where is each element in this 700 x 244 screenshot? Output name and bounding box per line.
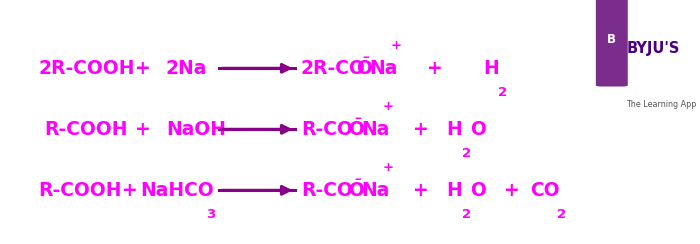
Text: B: B bbox=[608, 32, 616, 46]
Text: BYJU'S: BYJU'S bbox=[626, 41, 680, 56]
Text: +: + bbox=[382, 161, 393, 174]
Text: O: O bbox=[470, 120, 486, 139]
Text: $\bar{\mathbf{O}}$: $\bar{\mathbf{O}}$ bbox=[348, 118, 365, 140]
Text: 2Na: 2Na bbox=[166, 59, 207, 78]
Text: +: + bbox=[122, 181, 139, 200]
Text: +: + bbox=[413, 120, 428, 139]
Text: R-COOH: R-COOH bbox=[38, 181, 122, 200]
Text: H: H bbox=[447, 120, 463, 139]
Text: R-COOH: R-COOH bbox=[44, 120, 127, 139]
Text: 3: 3 bbox=[206, 208, 216, 221]
Text: O: O bbox=[470, 181, 486, 200]
Text: +: + bbox=[135, 59, 151, 78]
Text: R-CO: R-CO bbox=[301, 181, 353, 200]
Text: +: + bbox=[413, 181, 428, 200]
Text: +: + bbox=[504, 181, 519, 200]
Text: +: + bbox=[391, 39, 402, 52]
Text: Na: Na bbox=[370, 59, 398, 78]
Text: +: + bbox=[135, 120, 151, 139]
Text: R-CO: R-CO bbox=[301, 120, 353, 139]
Text: H: H bbox=[483, 59, 498, 78]
Text: 2: 2 bbox=[462, 208, 471, 221]
Text: Na: Na bbox=[361, 181, 390, 200]
Text: $\bar{\mathbf{O}}$: $\bar{\mathbf{O}}$ bbox=[356, 57, 373, 79]
Text: NaOH: NaOH bbox=[166, 120, 226, 139]
Text: 2R-COOH: 2R-COOH bbox=[38, 59, 135, 78]
Text: Na: Na bbox=[361, 120, 390, 139]
Text: +: + bbox=[382, 100, 393, 113]
Text: 2: 2 bbox=[462, 147, 471, 160]
Text: H: H bbox=[447, 181, 463, 200]
FancyBboxPatch shape bbox=[595, 0, 629, 87]
Text: 2: 2 bbox=[557, 208, 566, 221]
Text: 2R-CO: 2R-CO bbox=[301, 59, 366, 78]
Text: The Learning App: The Learning App bbox=[626, 101, 697, 109]
Text: NaHCO: NaHCO bbox=[140, 181, 214, 200]
Text: CO: CO bbox=[531, 181, 560, 200]
Text: 2: 2 bbox=[498, 86, 508, 99]
Text: +: + bbox=[427, 59, 442, 78]
Text: $\bar{\mathbf{O}}$: $\bar{\mathbf{O}}$ bbox=[348, 179, 365, 201]
